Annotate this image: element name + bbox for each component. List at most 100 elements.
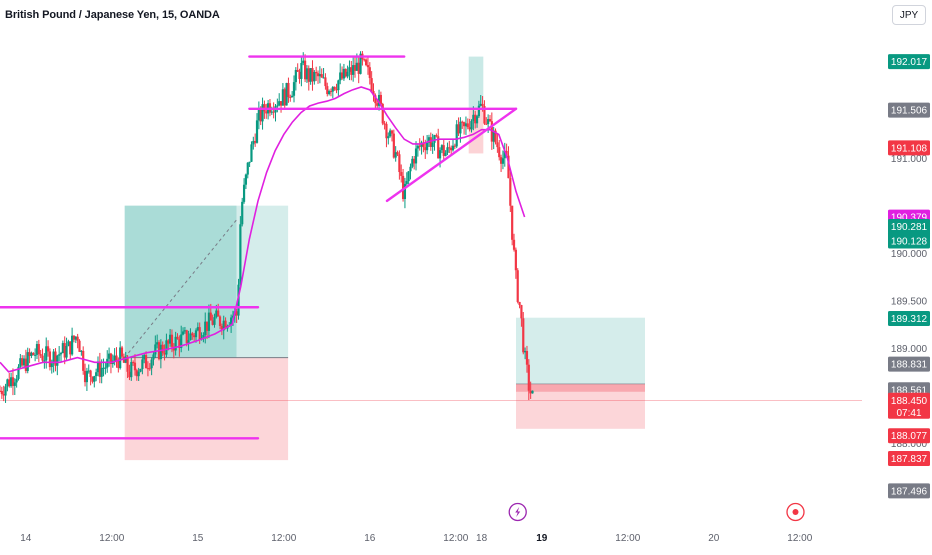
candle-body xyxy=(344,68,347,77)
chart-title: British Pound / Japanese Yen, 15, OANDA xyxy=(5,9,220,21)
candle-body xyxy=(196,327,199,331)
candle-body xyxy=(35,344,39,355)
candle-body xyxy=(109,353,113,365)
candle-body xyxy=(279,101,283,106)
price-label-value: 190.281 xyxy=(891,222,928,233)
candle-body xyxy=(87,370,90,372)
candle-body xyxy=(0,391,3,395)
currency-button[interactable]: JPY xyxy=(892,5,926,25)
candle-body xyxy=(328,91,331,95)
candle-body xyxy=(281,89,284,106)
candle-body xyxy=(488,119,492,122)
candle-body xyxy=(481,103,484,107)
candle-body xyxy=(146,368,150,370)
candle-body xyxy=(45,346,48,361)
candle-body xyxy=(475,116,479,124)
candle-body xyxy=(298,71,301,79)
candle-body xyxy=(48,351,52,368)
candle-body xyxy=(383,123,386,125)
candle-body xyxy=(453,145,456,147)
candle-body xyxy=(133,362,137,371)
candle-body xyxy=(246,162,249,175)
price-label-badge xyxy=(888,428,930,444)
candle-body xyxy=(337,80,340,91)
candle-body xyxy=(261,104,264,122)
candle-body xyxy=(130,362,133,378)
candle-body xyxy=(0,390,2,392)
candle-body xyxy=(318,74,321,77)
candle-body xyxy=(377,94,381,106)
candle-body xyxy=(209,312,212,321)
candle-body xyxy=(100,367,103,377)
price-axis-tick: 190.000 xyxy=(891,249,928,260)
candle-body xyxy=(294,69,297,83)
candle-body xyxy=(381,103,384,124)
candle-body xyxy=(72,335,76,340)
price-label-value: 188.831 xyxy=(891,360,928,371)
candle-body xyxy=(365,59,368,66)
candle-body xyxy=(180,334,183,348)
candle-body xyxy=(19,358,22,367)
candle-body xyxy=(193,335,196,338)
candle-body xyxy=(283,89,286,106)
candle-body xyxy=(527,364,530,391)
candle-body xyxy=(401,175,405,200)
candle-body xyxy=(46,346,50,352)
candle-body xyxy=(135,370,138,377)
candle-body xyxy=(211,320,214,325)
candle-body xyxy=(115,355,118,361)
candle-body xyxy=(213,317,216,325)
trend-line-4 xyxy=(385,107,518,203)
candle-body xyxy=(499,157,503,164)
candle-body xyxy=(67,341,70,346)
candle-body xyxy=(250,144,253,162)
candle-body xyxy=(150,359,153,369)
candle-body xyxy=(448,147,451,149)
candle-body xyxy=(487,119,490,124)
candle-body xyxy=(416,145,419,149)
price-label-badge xyxy=(888,392,930,419)
candle-body xyxy=(69,341,72,355)
price-label-value: 189.312 xyxy=(891,314,928,325)
candle-body xyxy=(102,367,105,369)
candle-body xyxy=(54,351,57,366)
candle-body xyxy=(437,136,440,159)
candle-body xyxy=(440,145,444,151)
candle-body xyxy=(144,355,148,369)
price-label-badge xyxy=(888,356,930,372)
candle-body xyxy=(492,130,495,142)
candle-body xyxy=(154,344,157,355)
candle-body xyxy=(222,320,225,331)
candle-body xyxy=(422,142,425,148)
time-axis-tick: 12:00 xyxy=(99,533,124,544)
candle-body xyxy=(511,205,514,240)
candle-body xyxy=(466,123,469,128)
candle-body xyxy=(464,123,468,127)
candle-body xyxy=(61,343,64,354)
candle-body xyxy=(346,71,349,77)
candle-body xyxy=(359,53,362,74)
candle-body xyxy=(507,155,510,179)
candle-body xyxy=(172,346,175,351)
price-label-badge xyxy=(888,451,930,467)
candle-body xyxy=(83,370,87,383)
candle-body xyxy=(39,354,42,356)
candle-body xyxy=(76,336,79,341)
candle-body xyxy=(139,368,142,372)
candle-body xyxy=(409,166,412,172)
candle-body xyxy=(302,60,305,64)
time-axis-tick: 18 xyxy=(476,533,488,544)
candle-body xyxy=(461,121,464,123)
candle-body xyxy=(320,74,323,78)
candle-body xyxy=(407,171,410,182)
time-axis-tick: 20 xyxy=(708,533,720,544)
candle-body xyxy=(374,95,377,104)
candle-body xyxy=(457,124,460,134)
candle-body xyxy=(254,140,257,143)
candle-body xyxy=(15,378,18,383)
candle-body xyxy=(181,331,185,335)
candle-body xyxy=(450,147,453,151)
candle-body xyxy=(292,82,296,96)
